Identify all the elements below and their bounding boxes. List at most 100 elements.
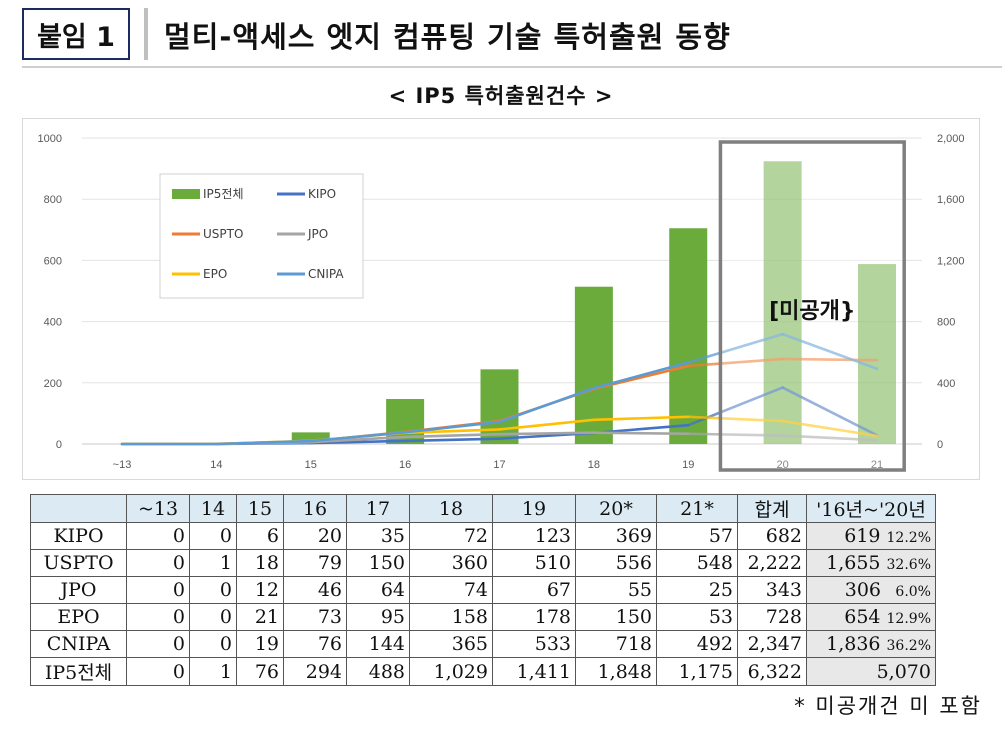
- table-cell: 74: [409, 576, 493, 604]
- table-cell: 144: [346, 630, 410, 658]
- line-uspto: [686, 357, 784, 368]
- table-cell: 0: [189, 522, 237, 550]
- table-cell: 20: [283, 522, 347, 550]
- line-uspto: [781, 357, 879, 362]
- table-cell: 365: [409, 630, 493, 658]
- table-cell: 294: [283, 657, 347, 686]
- table-cell: 35: [346, 522, 410, 550]
- line-cnipa: [309, 431, 407, 443]
- line-cnipa: [498, 386, 596, 424]
- chart-title: < IP5 특허출원건수 >: [388, 84, 614, 108]
- x-tick-label: 21: [871, 459, 883, 471]
- x-tick-label: 15: [305, 459, 317, 471]
- period-share: 32.6%: [886, 557, 931, 573]
- table-cell: 1,029: [409, 657, 493, 686]
- table-cell: 57: [656, 522, 738, 550]
- table-cell: 533: [492, 630, 576, 658]
- legend-label: CNIPA: [308, 267, 344, 281]
- period-value: 1,655: [826, 552, 881, 574]
- table-row: IP5전체 0 1 76 294 488 1,029 1,411 1,848 1,175 6,322…: [30, 657, 936, 686]
- table-cell: 510: [492, 549, 576, 577]
- line-jpo: [781, 434, 879, 442]
- table-cell: 6: [236, 522, 284, 550]
- period-share: 12.2%: [886, 530, 931, 546]
- x-tick-label: 20: [777, 459, 789, 471]
- table-cell: 718: [575, 630, 657, 658]
- table-row: CNIPA 0 0 19 76 144 365 533 718 492 2,347 1,836 36.2…: [30, 630, 936, 658]
- table-header-cell: 17: [346, 494, 410, 523]
- data-table: ~13 14 15 16 17 18 19 20* 21* 합계 '16년~'20년 KIPO 0 0 6…: [30, 494, 936, 686]
- line-jpo: [592, 431, 690, 436]
- bar-ip5: [858, 264, 896, 444]
- line-jpo: [309, 435, 407, 444]
- table-cell: 178: [492, 603, 576, 631]
- combo-chart: 0 200 400 600 800 1000 0 400 800 1,200 1,600 2,000 ~…: [38, 133, 965, 472]
- line-cnipa: [781, 332, 879, 371]
- table-cell: 682: [737, 522, 807, 550]
- table-cell: 18: [236, 549, 284, 577]
- x-tick-label: 18: [588, 459, 600, 471]
- x-tick-label: 19: [682, 459, 694, 471]
- table-cell: 19: [236, 630, 284, 658]
- period-value: 1,836: [826, 633, 881, 655]
- footnote: * 미공개건 미 포함: [794, 694, 982, 718]
- line-cnipa: [403, 420, 501, 434]
- legend-label: IP5전체: [203, 187, 244, 201]
- table-cell: 0: [189, 576, 237, 604]
- table-cell: 46: [283, 576, 347, 604]
- y-right-tick-label: 1,600: [937, 194, 965, 206]
- period-value: 654: [844, 606, 881, 628]
- table-row: JPO 0 0 12 46 64 74 67 55 25 343 306 6.0%: [30, 576, 936, 604]
- row-label: CNIPA: [30, 630, 127, 658]
- legend-swatch-ip5: [172, 189, 200, 199]
- line-epo: [592, 415, 690, 422]
- page-title: 멀티-액세스 엣지 컴퓨팅 기술 특허출원 동향: [164, 20, 731, 54]
- line-epo: [686, 415, 784, 423]
- row-label: EPO: [30, 603, 127, 631]
- period-share: 36.2%: [886, 638, 931, 654]
- table-cell: 0: [126, 630, 190, 658]
- x-tick-label: 14: [210, 459, 222, 471]
- table-cell: 12: [236, 576, 284, 604]
- table-cell: 343: [737, 576, 807, 604]
- table-cell: 488: [346, 657, 410, 686]
- table-header-cell: 16: [283, 494, 347, 523]
- line-cnipa: [686, 332, 784, 364]
- table-row: USPTO 0 1 18 79 150 360 510 556 548 2,222 1,655 32.6…: [30, 549, 936, 577]
- period-share: 12.9%: [886, 611, 931, 627]
- y-left-tick-label: 800: [44, 194, 62, 206]
- line-jpo: [403, 432, 501, 439]
- line-kipo: [403, 437, 501, 443]
- table-row: KIPO 0 0 6 20 35 72 123 369 57 682 619 12.2%: [30, 522, 936, 550]
- y-left-tick-label: 400: [44, 317, 62, 329]
- row-label: JPO: [30, 576, 127, 604]
- table-cell: 369: [575, 522, 657, 550]
- y-right-tick-label: 2,000: [937, 133, 965, 145]
- row-label: IP5전체: [30, 657, 127, 686]
- table-header-cell: 15: [236, 494, 284, 523]
- table-header-cell: [30, 494, 127, 523]
- header-divider: [144, 8, 148, 60]
- unpublished-label: [미공개}: [769, 299, 855, 324]
- table-cell: 360: [409, 549, 493, 577]
- bar-ip5: [763, 161, 802, 445]
- legend-label: USPTO: [203, 227, 243, 241]
- y-right-tick-label: 800: [937, 317, 955, 329]
- table-row: EPO 0 0 21 73 95 158 178 150 53 728 654 12.9%: [30, 603, 936, 631]
- period-cell: 1,655 32.6%: [806, 549, 936, 577]
- table-header-cell: 합계: [737, 494, 807, 523]
- row-label: USPTO: [30, 549, 127, 577]
- y-right-tick-label: 1,200: [937, 255, 965, 267]
- table-cell: 1,175: [656, 657, 738, 686]
- row-label: KIPO: [30, 522, 127, 550]
- legend-label: KIPO: [308, 187, 336, 201]
- bar-ip5: [291, 432, 330, 444]
- table-header-cell: 19: [492, 494, 576, 523]
- table-header-cell: '16년~'20년: [806, 494, 936, 523]
- line-epo: [781, 419, 879, 438]
- table-cell: 73: [283, 603, 347, 631]
- header: 붙임 1 멀티-액세스 엣지 컴퓨팅 기술 특허출원 동향: [22, 8, 1002, 68]
- y-right-tick-label: 400: [937, 378, 955, 390]
- table-cell: 2,347: [737, 630, 807, 658]
- line-epo: [498, 418, 596, 431]
